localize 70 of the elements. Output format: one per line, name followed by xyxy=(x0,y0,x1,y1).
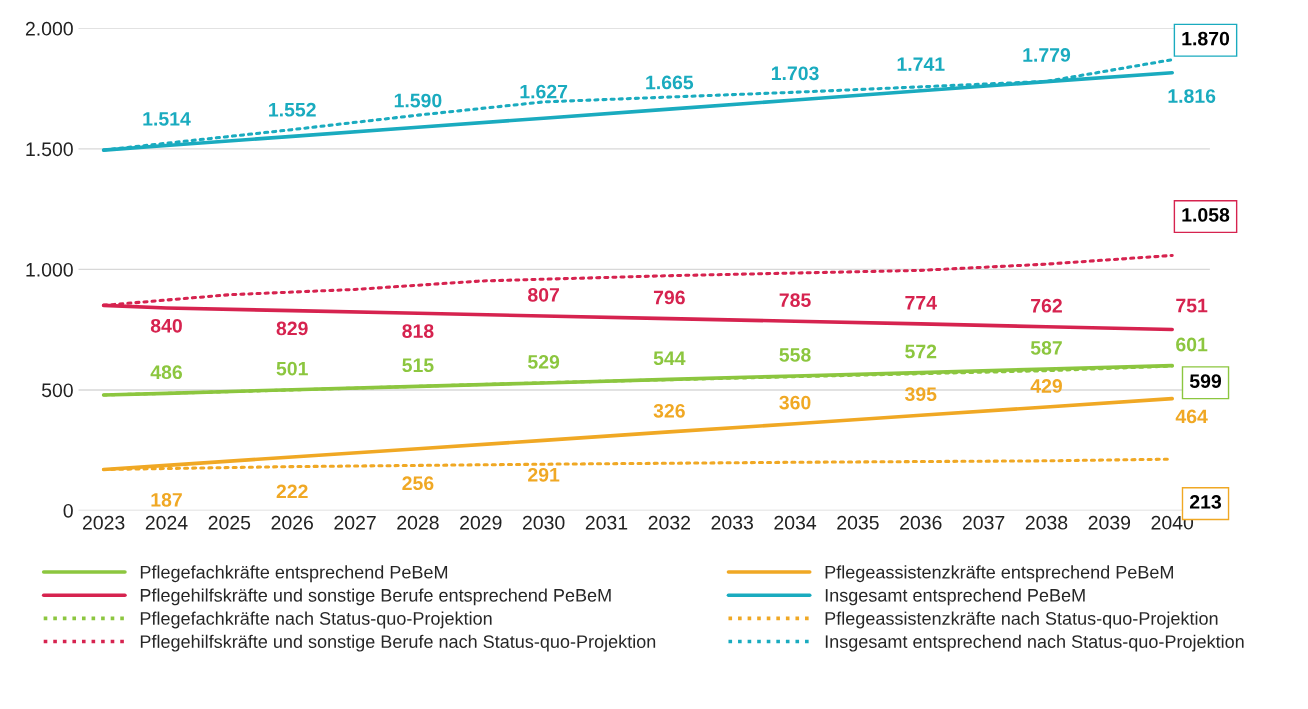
data-label: 291 xyxy=(528,467,560,482)
data-label: 599 xyxy=(1189,374,1222,388)
legend-label: Insgesamt entsprechend nach Status-quo-Projektion xyxy=(825,634,1244,652)
data-label: 501 xyxy=(276,361,308,376)
x-tick-label: 2027 xyxy=(334,515,376,530)
data-label: 762 xyxy=(1031,298,1062,313)
x-tick-label: 2035 xyxy=(837,515,879,530)
data-label: 515 xyxy=(402,358,434,373)
y-tick-label: 500 xyxy=(41,383,73,398)
legend-label: Pflegefachkräfte nach Status-quo-Projektion xyxy=(140,611,492,629)
x-tick-label: 2038 xyxy=(1025,515,1068,530)
x-tick-label: 2024 xyxy=(145,515,188,530)
data-label: 785 xyxy=(779,293,811,308)
x-tick-label: 2026 xyxy=(271,515,313,530)
data-label: 1.552 xyxy=(269,102,316,117)
y-tick-label: 0 xyxy=(63,503,73,518)
x-tick-label: 2039 xyxy=(1088,515,1131,530)
data-label: 360 xyxy=(779,395,811,410)
data-label: 818 xyxy=(402,324,434,338)
x-tick-label: 2029 xyxy=(460,515,502,530)
data-label: 774 xyxy=(905,296,937,310)
data-label: 751 xyxy=(1176,298,1208,313)
data-label: 829 xyxy=(276,321,308,336)
data-label: 1.870 xyxy=(1182,31,1230,46)
data-label: 796 xyxy=(653,290,685,305)
y-tick-label: 2.000 xyxy=(25,21,73,36)
x-tick-label: 2025 xyxy=(208,515,251,530)
x-tick-label: 2031 xyxy=(585,515,628,530)
legend-label: Pflegeassistenzkräfte entsprechend PeBeM xyxy=(825,565,1173,583)
data-label: 572 xyxy=(905,344,937,359)
data-label: 587 xyxy=(1030,340,1062,355)
x-tick-label: 2032 xyxy=(648,515,690,530)
data-label: 529 xyxy=(528,354,560,369)
data-label: 840 xyxy=(150,318,182,333)
data-label: 222 xyxy=(276,484,308,499)
data-label: 213 xyxy=(1189,495,1222,509)
data-label: 256 xyxy=(402,476,434,491)
data-label: 486 xyxy=(150,365,182,380)
data-label: 187 xyxy=(151,492,182,507)
x-tick-label: 2028 xyxy=(397,515,439,530)
legend-label: Pflegehilfskräfte und sonstige Berufe entsprechend PeBeM xyxy=(140,588,611,606)
data-label: 544 xyxy=(653,351,686,366)
x-tick-label: 2030 xyxy=(522,515,565,530)
x-tick-label: 2034 xyxy=(774,515,817,530)
data-label: 1.703 xyxy=(771,66,819,81)
data-label: 1.590 xyxy=(394,93,442,108)
data-label: 807 xyxy=(528,287,559,302)
data-label: 1.514 xyxy=(143,112,191,126)
data-label: 1.058 xyxy=(1182,208,1230,222)
data-label: 1.741 xyxy=(897,57,945,71)
legend-label: Pflegefachkräfte entsprechend PeBeM xyxy=(140,565,448,583)
legend-label: Pflegeassistenzkräfte nach Status-quo-Projektion xyxy=(825,611,1218,629)
x-tick-label: 2033 xyxy=(711,515,753,530)
data-label: 601 xyxy=(1176,337,1208,352)
data-label: 1.627 xyxy=(520,84,568,99)
x-tick-label: 2037 xyxy=(962,515,1005,530)
legend-label: Insgesamt entsprechend PeBeM xyxy=(825,588,1085,606)
data-label: 1.779 xyxy=(1023,48,1071,62)
data-label: 326 xyxy=(653,403,685,418)
y-tick-label: 1.000 xyxy=(26,262,73,277)
legend-label: Pflegehilfskräfte und sonstige Berufe nach Status-quo-Projektion xyxy=(140,634,656,652)
y-tick-label: 1.500 xyxy=(26,142,73,157)
data-label: 429 xyxy=(1030,379,1062,393)
x-tick-label: 2036 xyxy=(900,515,942,530)
data-label: 1.816 xyxy=(1168,89,1216,103)
x-tick-label: 2023 xyxy=(82,515,125,530)
data-label: 464 xyxy=(1175,409,1208,424)
data-label: 558 xyxy=(779,347,811,362)
data-label: 395 xyxy=(904,387,937,402)
data-label: 1.665 xyxy=(646,75,694,90)
